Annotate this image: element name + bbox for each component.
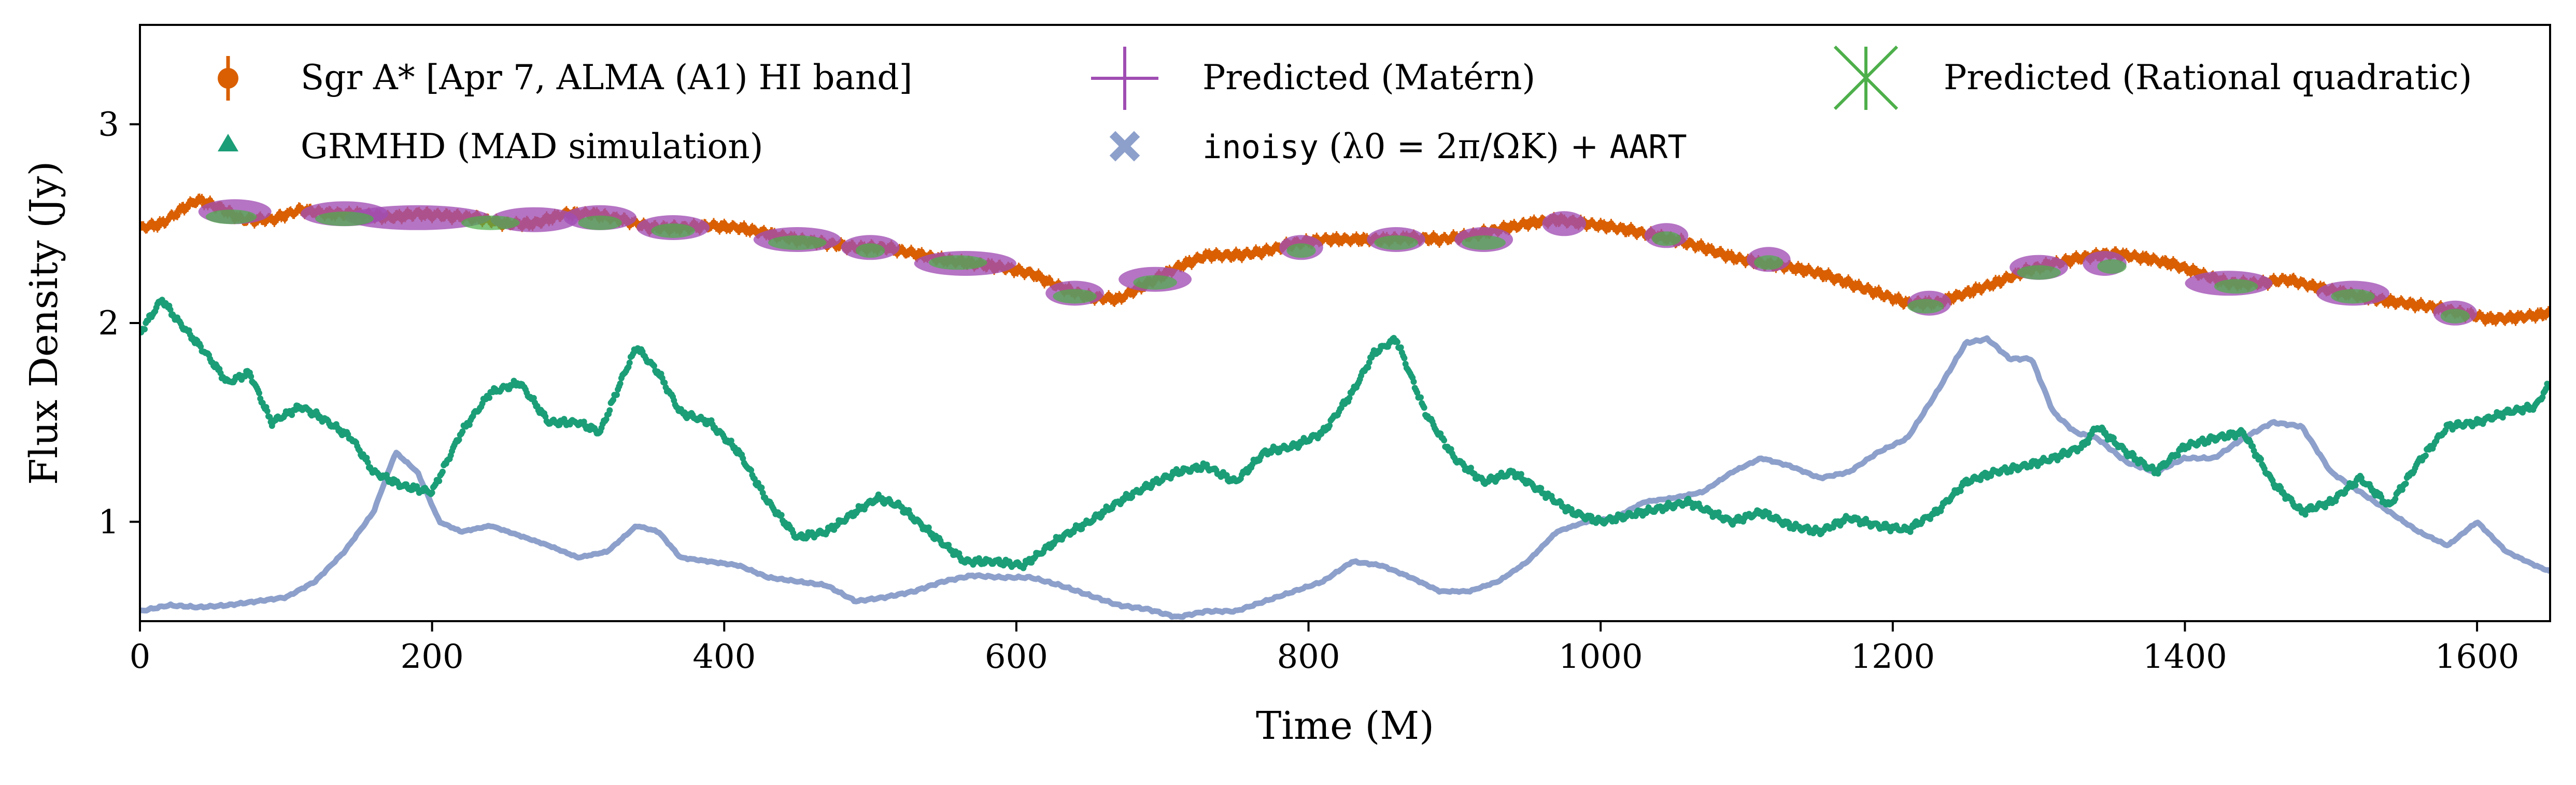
grmhd-point xyxy=(1223,472,1230,479)
grmhd-point xyxy=(2352,482,2359,488)
sgra-point xyxy=(174,212,181,219)
grmhd-point xyxy=(2174,452,2181,459)
grmhd-point xyxy=(364,459,371,466)
grmhd-point xyxy=(661,380,668,386)
grmhd-point xyxy=(167,306,174,313)
grmhd-point xyxy=(1441,437,1448,444)
grmhd-point xyxy=(1397,344,1404,351)
grmhd-point xyxy=(2258,456,2264,462)
grmhd-point xyxy=(264,408,271,414)
grmhd-point xyxy=(1715,509,1722,516)
grmhd-point xyxy=(748,467,755,473)
grmhd-point xyxy=(1414,389,1421,396)
grmhd-point xyxy=(651,362,657,369)
grmhd-point xyxy=(1538,485,1545,492)
grmhd-point xyxy=(778,512,785,518)
grmhd-point xyxy=(486,395,493,401)
grmhd-point xyxy=(613,391,620,398)
grmhd-point xyxy=(1568,506,1575,512)
grmhd-point xyxy=(2155,470,2161,477)
grmhd-point xyxy=(1365,364,1371,371)
grmhd-point xyxy=(626,359,633,366)
grmhd-point xyxy=(197,343,204,350)
grmhd-point xyxy=(266,414,273,420)
grmhd-point xyxy=(256,390,262,397)
series-inoisy-line xyxy=(140,335,2550,620)
grmhd-point xyxy=(439,468,446,475)
grmhd-point xyxy=(617,380,624,387)
grmhd-point xyxy=(459,428,466,435)
grmhd-point xyxy=(456,437,462,443)
grmhd-point xyxy=(1394,339,1400,345)
grmhd-point xyxy=(429,489,435,496)
grmhd-point xyxy=(1346,395,1353,401)
grmhd-point xyxy=(1418,394,1424,401)
grmhd-point xyxy=(141,326,148,332)
grmhd-point xyxy=(751,475,758,482)
plot-area xyxy=(140,193,2550,620)
grmhd-point xyxy=(610,397,617,403)
grmhd-point xyxy=(1957,487,1964,494)
grmhd-point xyxy=(606,407,613,414)
grmhd-point xyxy=(1410,379,1417,385)
grmhd-point xyxy=(1326,422,1333,429)
grmhd-point xyxy=(2422,452,2429,459)
grmhd-point xyxy=(1518,471,1524,478)
grmhd-point xyxy=(925,524,932,531)
grmhd-point xyxy=(758,484,765,491)
grmhd-point xyxy=(1401,355,1408,361)
grmhd-point xyxy=(466,422,473,428)
grmhd-point xyxy=(436,478,443,484)
grmhd-point xyxy=(1366,359,1372,366)
grmhd-point xyxy=(248,373,254,380)
grmhd-point xyxy=(1467,465,1474,471)
grmhd-point xyxy=(1421,404,1427,411)
grmhd-point xyxy=(728,438,734,444)
grmhd-point xyxy=(2402,480,2409,487)
series-grmhd xyxy=(140,297,2550,571)
